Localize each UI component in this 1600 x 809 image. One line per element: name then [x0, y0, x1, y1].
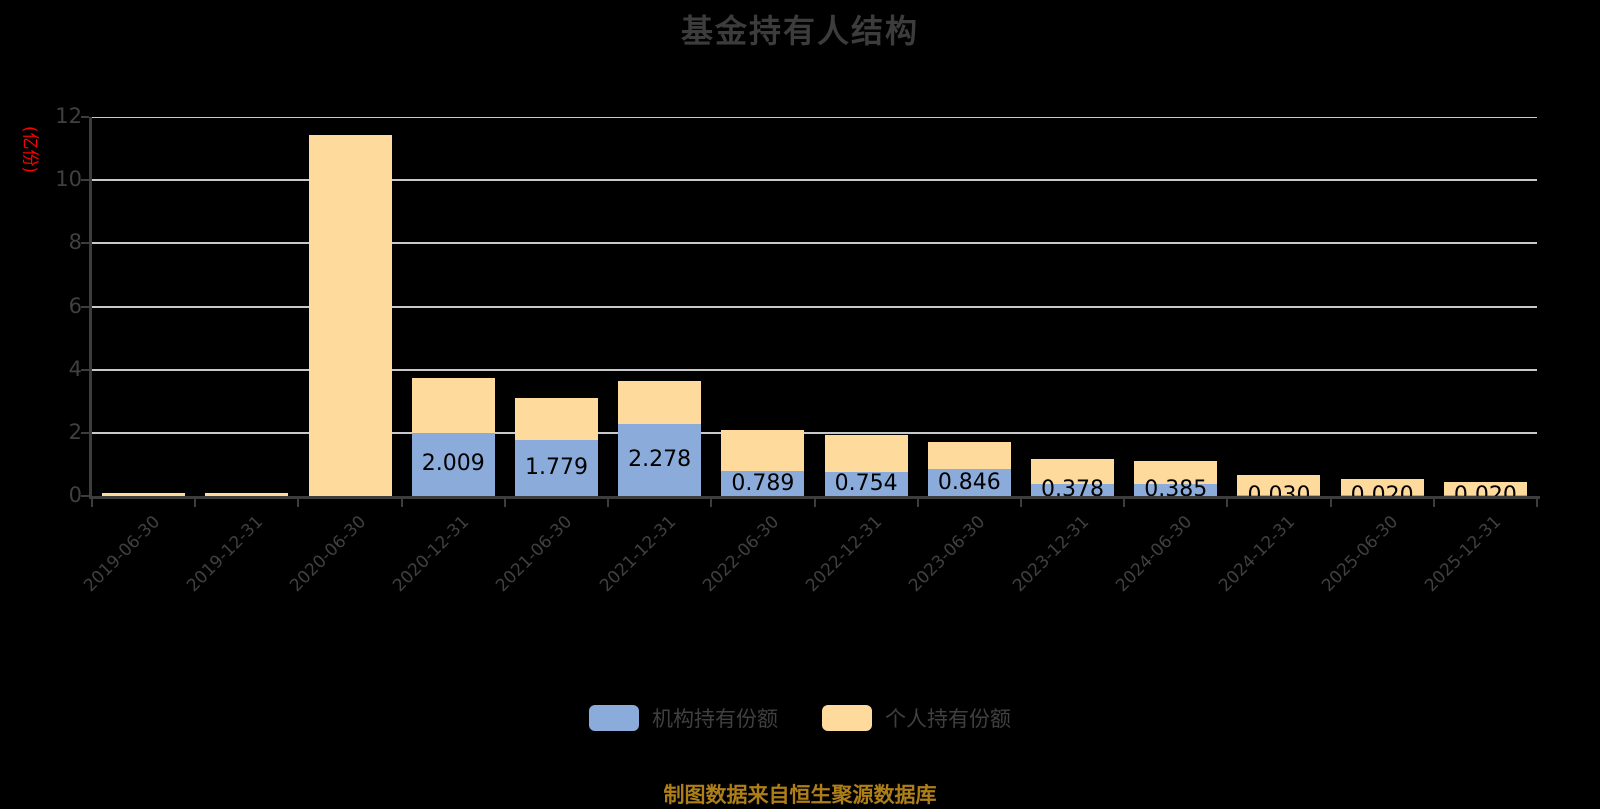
x-axis-tick-label: 2024-06-30 [1111, 512, 1196, 597]
bar-segment-institutional[interactable] [1443, 495, 1527, 496]
x-axis-tick [1432, 499, 1435, 507]
y-axis-tick-label: 4 [68, 356, 82, 381]
x-axis-tick [607, 499, 610, 507]
bar-segment-institutional[interactable] [1134, 483, 1218, 496]
bar-segment-institutional[interactable] [1237, 495, 1321, 496]
x-axis-tick [400, 499, 403, 507]
bar-value-label: 0.378 [1041, 477, 1105, 496]
x-axis-tick [297, 499, 300, 507]
gridline [92, 242, 1537, 245]
x-axis-tick-label: 2022-12-31 [802, 512, 887, 597]
bar-value-label: 0.789 [731, 470, 795, 496]
x-axis-tick-label: 2019-06-30 [79, 512, 164, 597]
bar-segment-institutional[interactable] [927, 469, 1011, 496]
x-axis-tick [194, 499, 197, 507]
x-axis-tick-label: 2019-12-31 [182, 512, 267, 597]
legend-item-individual[interactable]: 个人持有份额 [822, 703, 1011, 733]
y-axis-tick [81, 179, 89, 182]
bar-segment-institutional[interactable] [514, 439, 598, 496]
gridline [92, 431, 1537, 434]
x-axis-tick-label: 2023-06-30 [905, 512, 990, 597]
bar-segment-individual[interactable] [1340, 478, 1424, 496]
institutional-swatch-icon [589, 705, 639, 731]
y-axis-tick [81, 431, 89, 434]
x-axis-tick-label: 2022-06-30 [699, 512, 784, 597]
bar-value-label: 0.020 [1350, 482, 1414, 496]
gridline [92, 117, 1537, 118]
bar-segment-individual[interactable] [1237, 475, 1321, 496]
bar-segment-institutional[interactable] [1340, 495, 1424, 496]
bar-segment-institutional[interactable] [1031, 484, 1115, 496]
x-axis-tick [1329, 499, 1332, 507]
bar-value-label: 0.754 [834, 471, 898, 496]
legend-label-institutional: 机构持有份额 [652, 707, 778, 731]
gridline [92, 305, 1537, 308]
x-axis-tick [91, 499, 93, 507]
bar-segment-individual[interactable] [308, 135, 392, 496]
bar-segment-individual[interactable] [205, 493, 289, 496]
x-axis-tick-label: 2024-12-31 [1215, 512, 1300, 597]
bar-segment-institutional[interactable] [618, 424, 702, 496]
legend-item-institutional[interactable]: 机构持有份额 [589, 703, 778, 733]
bar-value-label: 0.030 [1247, 482, 1311, 496]
y-axis-tick-label: 6 [68, 293, 82, 318]
x-axis-tick-label: 2021-06-30 [492, 512, 577, 597]
x-axis-tick-label: 2025-12-31 [1421, 512, 1506, 597]
bar-value-label: 2.009 [421, 451, 485, 477]
x-axis-tick-label: 2020-06-30 [286, 512, 371, 597]
bar-segment-institutional[interactable] [411, 432, 495, 496]
gridline [92, 368, 1537, 371]
x-axis-tick-label: 2021-12-31 [595, 512, 680, 597]
y-axis-tick-label: 8 [68, 230, 82, 255]
x-axis-tick [1226, 499, 1229, 507]
x-axis-tick [916, 499, 919, 507]
bar-value-label: 1.779 [524, 454, 588, 480]
y-axis-tick [81, 495, 89, 497]
bar-segment-individual[interactable] [1443, 482, 1527, 496]
x-axis-tick [503, 499, 506, 507]
bar-value-label: 0.846 [937, 469, 1001, 495]
x-axis-tick [813, 499, 816, 507]
bar-segment-individual[interactable] [102, 492, 186, 496]
y-axis-tick [81, 305, 89, 308]
x-axis-tick [1536, 499, 1538, 507]
individual-swatch-icon [822, 705, 872, 731]
plot-area: 2.009 1.779 2.278 0.789 0.754 0.846 0.378 0.385… [92, 117, 1537, 496]
legend-label-individual: 个人持有份额 [885, 707, 1011, 731]
y-axis-tick-label: 12 [55, 104, 82, 128]
x-axis-tick-label: 2023-12-31 [1008, 512, 1093, 597]
x-axis-tick [710, 499, 713, 507]
bar-value-label: 0.385 [1144, 476, 1208, 496]
bar-value-label: 2.278 [628, 447, 692, 473]
y-axis-line [89, 117, 92, 499]
chart-legend: 机构持有份额 个人持有份额 [0, 703, 1600, 733]
chart-title: 基金持有人结构 [680, 12, 919, 50]
gridline [92, 179, 1537, 182]
x-axis-line [89, 496, 1540, 499]
y-axis-tick [81, 368, 89, 371]
y-axis-tick-label: 0 [68, 483, 82, 507]
y-axis-tick [81, 116, 89, 118]
bar-segment-institutional[interactable] [824, 472, 908, 496]
y-axis-tick [81, 242, 89, 245]
bar-value-label: 0.020 [1453, 482, 1517, 496]
x-axis-tick [1123, 499, 1126, 507]
x-axis-tick [1019, 499, 1022, 507]
x-axis-tick-label: 2025-06-30 [1318, 512, 1403, 597]
x-axis-tick-label: 2020-12-31 [389, 512, 474, 597]
y-axis-tick-label: 10 [55, 167, 82, 192]
y-axis-tick-label: 2 [68, 419, 82, 444]
bar-segment-institutional[interactable] [721, 471, 805, 496]
data-source-note: 制图数据来自恒生聚源数据库 [663, 783, 937, 807]
